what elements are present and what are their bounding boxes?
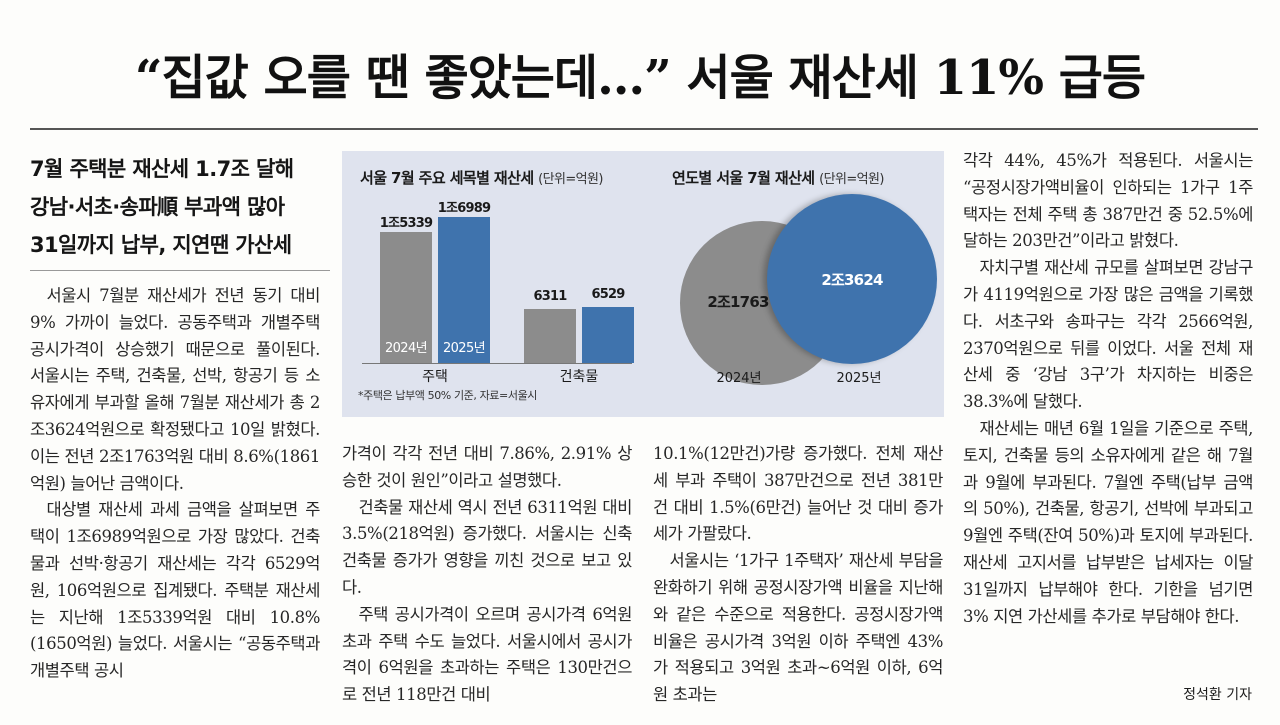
bar-value-label: 6529 (591, 287, 626, 303)
source-note: *주택은 납부액 50% 기준, 자료=서울시 (358, 389, 538, 402)
bubble-year-label: 2024년 (716, 371, 762, 386)
subheadline-3: 31일까지 납부, 지연땐 가산세 (30, 233, 292, 257)
bar-category-label: 건축물 (559, 369, 599, 385)
bubble-2025년 (767, 194, 937, 364)
bar-year-label: 2025년 (442, 341, 486, 356)
bar-주택-2025년 (438, 217, 490, 363)
bar-value-label: 6311 (533, 288, 568, 304)
paragraph: 각각 44%, 45%가 적용된다. 서울시는 “공정시장가액비율이 인하되는 … (963, 151, 1253, 251)
subheadlines: 7월 주택분 재산세 1.7조 달해 강남·서초·송파順 부과액 많아 31일까… (30, 150, 330, 264)
bar-year-label: 2024년 (384, 341, 428, 356)
paragraph: 가격이 각각 전년 대비 7.86%, 2.91% 상승한 것이 원인”이라고 … (342, 444, 632, 490)
bubble-value-label: 2조1763 (707, 293, 769, 311)
subheadline-2: 강남·서초·송파順 부과액 많아 (30, 195, 285, 219)
article-column-3: 10.1%(12만건)가량 증가했다. 전체 재산세 부과 주택이 387만건으… (653, 441, 943, 721)
paragraph: 자치구별 재산세 규모를 살펴보면 강남구가 4119억원으로 가장 많은 금액… (963, 258, 1253, 412)
paragraph: 재산세는 매년 6월 1일을 기준으로 주택, 토지, 건축물 등의 소유자에게… (963, 418, 1253, 626)
article-column-4: 각각 44%, 45%가 적용된다. 서울시는 “공정시장가액비율이 인하되는 … (963, 148, 1253, 698)
headline: “집값 오를 땐 좋았는데…” 서울 재산세 11% 급등 (134, 50, 1146, 106)
paragraph: 건축물 재산세 역시 전년 6311억원 대비 3.5%(218억원) 증가했다… (342, 497, 632, 597)
paragraph: 서울시 7월분 재산세가 전년 동기 대비 9% 가까이 늘었다. 공동주택과 … (30, 286, 320, 493)
bar-value-label: 1조6989 (437, 201, 491, 217)
bubble-year-label: 2025년 (836, 371, 882, 386)
bar-주택-2024년 (380, 231, 432, 363)
bubble-value-label: 2조3624 (821, 271, 883, 289)
byline: 정석환 기자 (1183, 687, 1252, 703)
paragraph: 10.1%(12만건)가량 증가했다. 전체 재산세 부과 주택이 387만건으… (653, 444, 943, 544)
bar-chart-title: 서울 7월 주요 세목별 재산세 (단위=억원) (360, 169, 603, 187)
bar-category-label: 주택 (422, 369, 448, 385)
paragraph: 대상별 재산세 과세 금액을 살펴보면 주택이 1조6989억원으로 가장 많았… (30, 500, 320, 681)
article-column-2: 가격이 각각 전년 대비 7.86%, 2.91% 상승한 것이 원인”이라고 … (342, 441, 632, 721)
subheadline-1: 7월 주택분 재산세 1.7조 달해 (30, 157, 294, 181)
paragraph: 서울시는 ‘1가구 1주택자’ 재산세 부담을 완화하기 위해 공정시장가액 비… (653, 551, 943, 705)
bar-건축물-2025년 (582, 307, 634, 363)
bubble-chart-title: 연도별 서울 7월 재산세 (단위=억원) (672, 169, 884, 187)
subheadline-divider (30, 270, 330, 271)
infographic: 서울 7월 주요 세목별 재산세 (단위=억원) 연도별 서울 7월 재산세 (… (342, 151, 944, 417)
bar-value-label: 1조5339 (379, 215, 433, 231)
paragraph: 주택 공시가격이 오르며 공시가격 6억원 초과 주택 수도 늘었다. 서울시에… (342, 604, 632, 705)
bar-axis-line (362, 363, 632, 364)
bar-건축물-2024년 (524, 308, 576, 363)
article-column-1: 서울시 7월분 재산세가 전년 동기 대비 9% 가까이 늘었다. 공동주택과 … (30, 283, 320, 713)
headline-rule (30, 128, 1258, 130)
